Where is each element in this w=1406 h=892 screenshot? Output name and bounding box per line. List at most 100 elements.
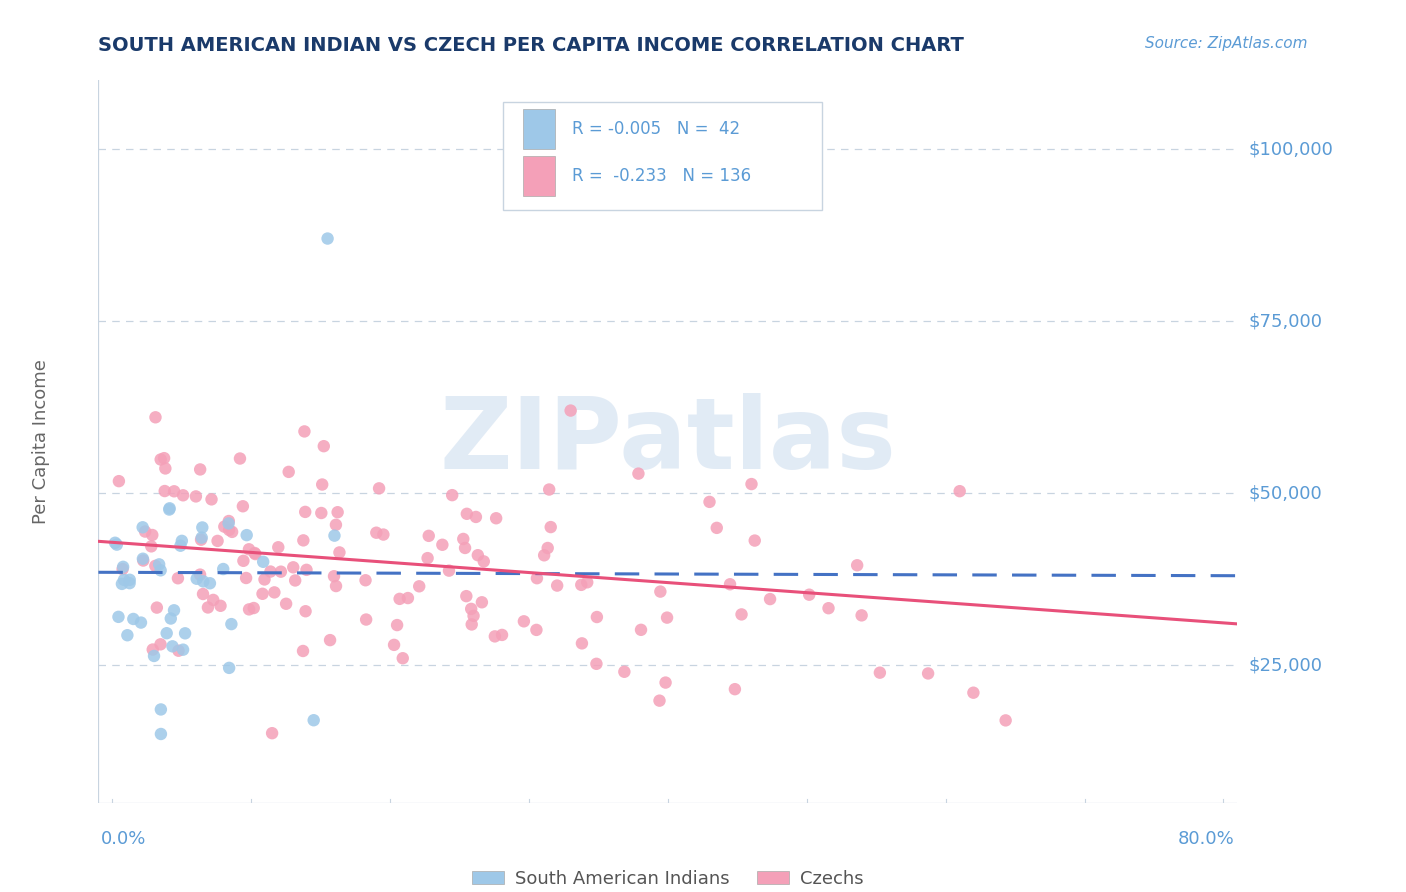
Text: ZIPatlas: ZIPatlas (440, 393, 896, 490)
Point (373, 527, 395, 541)
Text: $75,000: $75,000 (1249, 312, 1323, 330)
Point (484, 629, 506, 643)
Point (238, 602, 260, 616)
Point (218, 514, 240, 528)
Point (630, 623, 652, 637)
Point (354, 613, 377, 627)
Point (949, 484, 972, 499)
Point (368, 481, 391, 495)
Point (456, 589, 478, 603)
Point (718, 577, 741, 591)
Point (188, 462, 211, 476)
Point (537, 541, 560, 555)
Point (235, 571, 257, 585)
Point (312, 439, 335, 453)
Point (432, 538, 454, 552)
Point (302, 713, 325, 727)
Point (328, 545, 350, 559)
Text: 0.0%: 0.0% (101, 830, 146, 848)
Point (284, 574, 307, 588)
Point (472, 554, 495, 568)
Point (107, 610, 129, 624)
FancyBboxPatch shape (523, 156, 555, 196)
Text: 80.0%: 80.0% (1178, 830, 1234, 848)
Point (546, 578, 568, 592)
Point (391, 651, 413, 665)
Point (153, 483, 176, 498)
Point (464, 510, 486, 524)
Point (214, 519, 236, 533)
Point (163, 484, 186, 499)
Point (149, 637, 172, 651)
Point (851, 608, 873, 623)
Point (132, 553, 155, 567)
Point (163, 603, 186, 617)
Point (232, 500, 254, 514)
Point (149, 563, 172, 577)
Point (190, 531, 212, 545)
Point (112, 559, 135, 574)
Text: Source: ZipAtlas.com: Source: ZipAtlas.com (1144, 36, 1308, 51)
Legend: South American Indians, Czechs: South American Indians, Czechs (464, 863, 872, 892)
Point (242, 601, 264, 615)
Point (218, 523, 240, 537)
Point (730, 607, 752, 622)
Point (294, 505, 316, 519)
Point (533, 549, 555, 563)
Point (485, 511, 508, 525)
Point (538, 483, 561, 497)
Point (172, 642, 194, 657)
Point (186, 572, 208, 586)
Point (184, 490, 207, 504)
Point (167, 571, 190, 585)
Point (799, 588, 821, 602)
Point (111, 577, 134, 591)
Point (292, 533, 315, 548)
Point (212, 562, 235, 576)
Point (172, 488, 194, 502)
Point (441, 488, 464, 502)
Point (467, 548, 489, 562)
Point (277, 465, 299, 479)
Point (437, 564, 460, 578)
Point (122, 612, 145, 626)
Point (613, 665, 636, 679)
Point (218, 661, 240, 675)
Point (235, 528, 257, 542)
Point (193, 574, 215, 589)
Point (157, 502, 180, 516)
Point (513, 615, 536, 629)
Point (294, 425, 316, 439)
Text: $100,000: $100,000 (1249, 140, 1333, 158)
Point (325, 579, 347, 593)
Point (232, 554, 254, 568)
Point (155, 461, 177, 475)
Point (191, 587, 214, 601)
Point (267, 541, 290, 555)
Point (311, 506, 333, 520)
Text: $50,000: $50,000 (1249, 484, 1322, 502)
Point (159, 611, 181, 625)
Point (366, 525, 388, 540)
Point (655, 610, 678, 624)
Point (221, 524, 243, 539)
Point (418, 529, 440, 543)
Point (108, 474, 131, 488)
Point (456, 507, 478, 521)
Point (917, 666, 939, 681)
Point (141, 528, 163, 542)
Point (245, 547, 267, 561)
Point (326, 505, 349, 519)
Point (159, 501, 181, 516)
Text: $25,000: $25,000 (1249, 657, 1323, 674)
Point (167, 644, 190, 658)
Text: R = -0.005   N =  42: R = -0.005 N = 42 (572, 120, 741, 138)
Point (994, 714, 1017, 728)
Point (238, 542, 260, 557)
Point (134, 524, 156, 539)
Point (408, 579, 430, 593)
Point (149, 727, 172, 741)
Point (491, 628, 513, 642)
Point (576, 575, 599, 590)
Point (460, 617, 482, 632)
